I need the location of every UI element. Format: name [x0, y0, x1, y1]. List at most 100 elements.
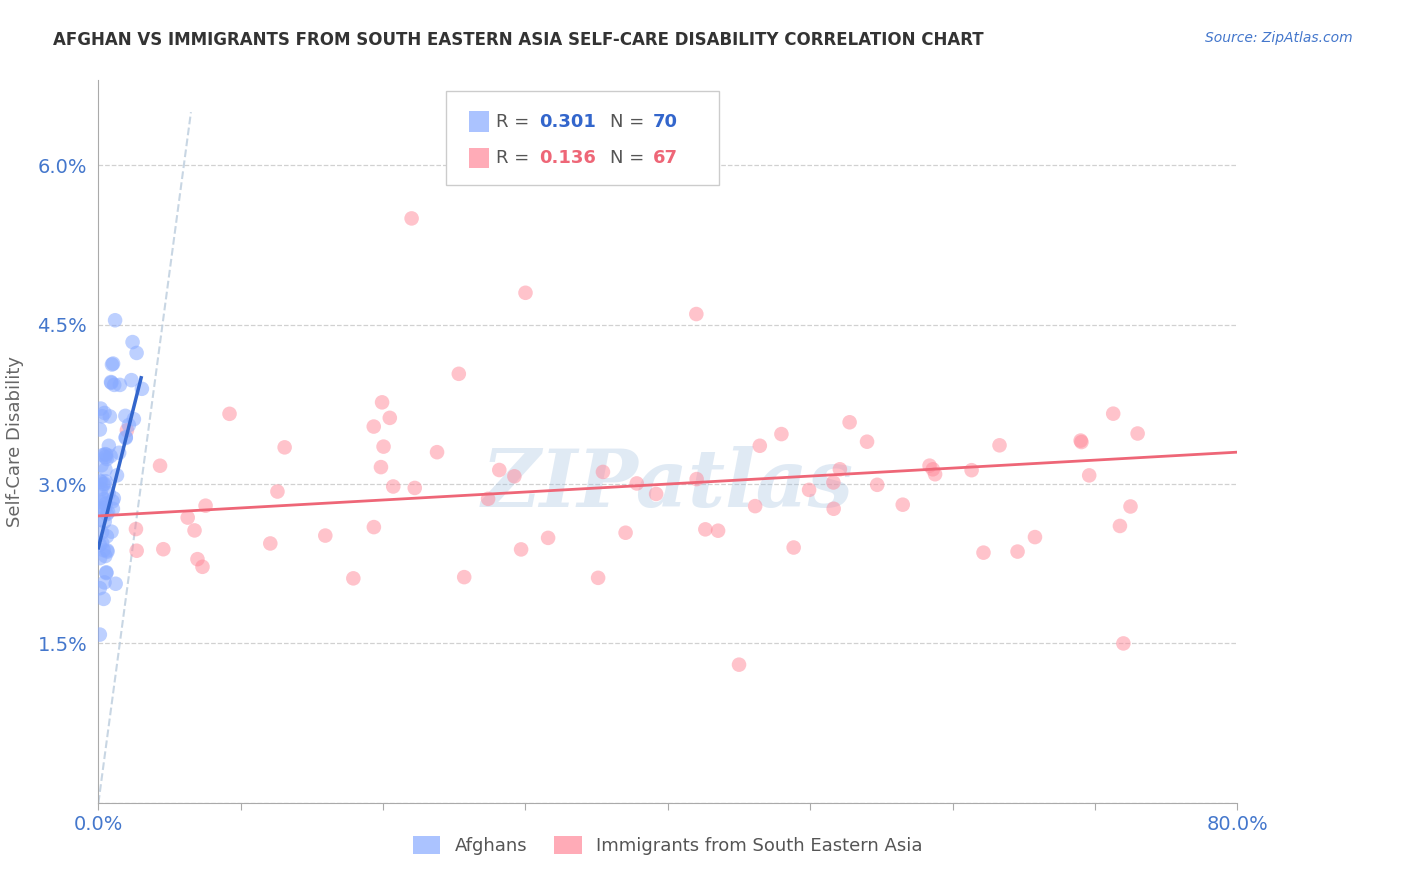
Point: [685, 472, 707, 486]
Point: [426, 445, 449, 459]
Point: [104, 313, 127, 327]
Point: [93, 575, 115, 590]
Point: [93, 591, 115, 606]
Point: [100, 449, 122, 463]
Y-axis label: Self-Care Disability: Self-Care Disability: [6, 356, 24, 527]
Point: [114, 409, 136, 423]
Point: [91, 495, 114, 509]
Point: [404, 481, 426, 495]
Point: [194, 499, 217, 513]
Point: [96, 566, 118, 580]
Point: [728, 657, 751, 672]
FancyBboxPatch shape: [468, 148, 489, 169]
Point: [104, 576, 127, 591]
Point: [90, 475, 112, 489]
Point: [94, 476, 117, 491]
Point: [93, 500, 115, 515]
Point: [782, 541, 804, 555]
Point: [259, 536, 281, 550]
Point: [90, 482, 112, 496]
Point: [101, 494, 124, 508]
Point: [121, 373, 143, 387]
Point: [370, 460, 392, 475]
Point: [823, 475, 845, 490]
Point: [707, 524, 730, 538]
Point: [118, 418, 141, 433]
Text: ZIPatlas: ZIPatlas: [482, 446, 853, 524]
FancyBboxPatch shape: [446, 91, 718, 185]
Point: [89, 627, 111, 641]
Text: R =: R =: [496, 149, 534, 167]
Point: [91, 525, 114, 540]
Point: [838, 415, 860, 429]
Point: [515, 285, 537, 300]
Point: [94, 447, 117, 461]
Point: [988, 438, 1011, 452]
Point: [96, 566, 118, 580]
Point: [125, 346, 148, 360]
Point: [94, 501, 117, 516]
Point: [273, 441, 295, 455]
Point: [93, 477, 115, 491]
Point: [828, 462, 851, 476]
Point: [125, 543, 148, 558]
Point: [1109, 519, 1132, 533]
Point: [93, 406, 115, 420]
Point: [152, 542, 174, 557]
Point: [125, 522, 148, 536]
Point: [105, 468, 128, 483]
Point: [94, 549, 117, 563]
Point: [91, 409, 114, 424]
Text: Source: ZipAtlas.com: Source: ZipAtlas.com: [1205, 31, 1353, 45]
Point: [401, 211, 423, 226]
Point: [90, 488, 112, 502]
Point: [1070, 435, 1092, 450]
Point: [770, 427, 793, 442]
Legend: Afghans, Immigrants from South Eastern Asia: Afghans, Immigrants from South Eastern A…: [406, 829, 929, 863]
Point: [503, 469, 526, 483]
Text: R =: R =: [496, 112, 534, 130]
Point: [100, 524, 122, 539]
Point: [89, 474, 111, 488]
Point: [695, 522, 717, 536]
Point: [94, 462, 117, 476]
Text: N =: N =: [610, 149, 650, 167]
Point: [378, 410, 401, 425]
FancyBboxPatch shape: [468, 112, 489, 132]
Point: [918, 458, 941, 473]
Point: [97, 486, 120, 500]
Point: [314, 528, 336, 542]
Point: [101, 358, 124, 372]
Point: [103, 491, 125, 506]
Point: [96, 452, 118, 467]
Point: [1078, 468, 1101, 483]
Point: [89, 502, 111, 516]
Point: [94, 450, 117, 464]
Point: [266, 484, 288, 499]
Point: [89, 423, 111, 437]
Point: [96, 507, 118, 521]
Point: [382, 479, 405, 493]
Point: [191, 559, 214, 574]
Text: N =: N =: [610, 112, 650, 130]
Point: [91, 536, 114, 550]
Point: [856, 434, 879, 449]
Point: [1119, 500, 1142, 514]
Point: [537, 531, 560, 545]
Point: [218, 407, 240, 421]
Point: [98, 409, 121, 424]
Point: [114, 430, 136, 444]
Point: [744, 499, 766, 513]
Point: [101, 357, 124, 371]
Point: [866, 478, 889, 492]
Text: 67: 67: [652, 149, 678, 167]
Point: [373, 440, 395, 454]
Point: [100, 376, 122, 390]
Point: [1007, 544, 1029, 558]
Point: [823, 501, 845, 516]
Point: [96, 529, 118, 543]
Point: [645, 487, 668, 501]
Point: [924, 467, 946, 482]
Point: [488, 463, 510, 477]
Point: [89, 551, 111, 566]
